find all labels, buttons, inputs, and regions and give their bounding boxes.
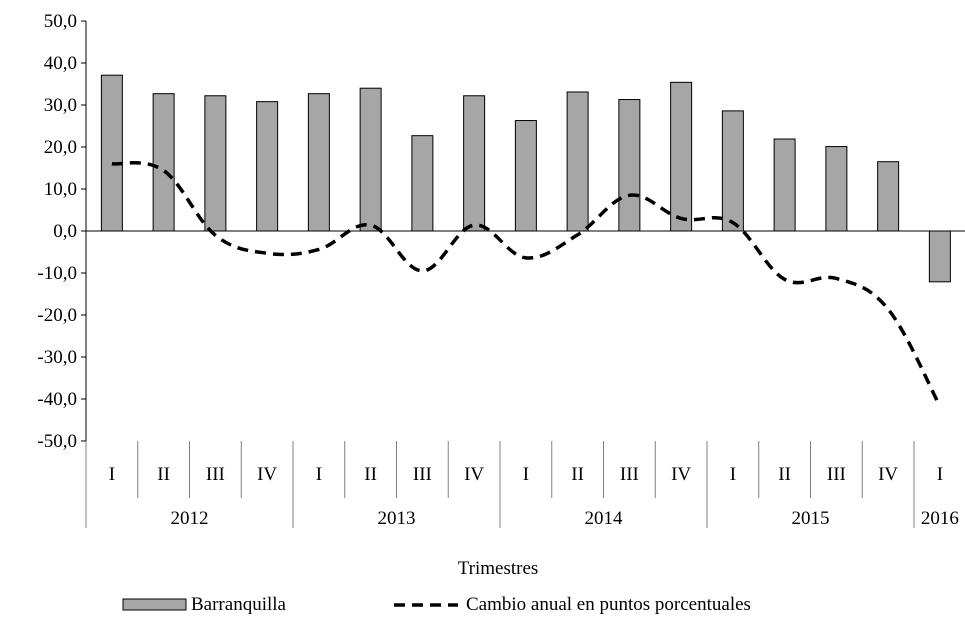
year-label: 2016	[921, 508, 959, 529]
quarter-label: III	[620, 464, 639, 485]
bar	[825, 146, 848, 232]
y-tick-label: 20,0	[44, 137, 77, 158]
quarter-label: IV	[257, 464, 277, 485]
quarter-label: I	[316, 464, 322, 485]
bar	[773, 138, 796, 232]
bar	[359, 87, 382, 232]
legend-swatch-barranquilla	[122, 598, 187, 611]
quarter-label: II	[778, 464, 791, 485]
bar	[307, 93, 330, 232]
year-label: 2013	[378, 508, 416, 529]
y-tick-label: 40,0	[44, 53, 77, 74]
y-tick-label: -50,0	[37, 431, 77, 452]
bar-series-barranquilla	[100, 74, 951, 283]
y-tick-label: -10,0	[37, 263, 77, 284]
quarter-label: I	[109, 464, 115, 485]
bar	[256, 101, 279, 232]
bar	[928, 230, 951, 283]
legend-label-cambio-anual: Cambio anual en puntos porcentuales	[466, 594, 751, 615]
quarter-label: II	[571, 464, 584, 485]
quarter-label: I	[730, 464, 736, 485]
bar	[204, 95, 227, 232]
y-tick-label: -40,0	[37, 389, 77, 410]
bar	[152, 93, 175, 232]
quarter-label: I	[937, 464, 943, 485]
line-series-cambio-anual	[111, 161, 942, 407]
bar	[100, 74, 123, 232]
quarter-label: II	[157, 464, 170, 485]
bar	[618, 99, 641, 232]
y-tick-label: 30,0	[44, 95, 77, 116]
quarter-label: II	[364, 464, 377, 485]
bar	[670, 81, 693, 232]
quarter-label: III	[827, 464, 846, 485]
quarter-label: III	[206, 464, 225, 485]
legend-label-barranquilla: Barranquilla	[191, 594, 287, 615]
quarter-label: III	[413, 464, 432, 485]
y-tick-label: -20,0	[37, 305, 77, 326]
bar	[463, 95, 486, 232]
bar	[411, 135, 434, 232]
year-label: 2015	[792, 508, 830, 529]
y-tick-label: 50,0	[44, 11, 77, 32]
line-path	[111, 161, 942, 407]
legend: Barranquilla Cambio anual en puntos porce…	[122, 594, 751, 615]
y-tick-label: 10,0	[44, 179, 77, 200]
y-tick-label: 0,0	[53, 221, 77, 242]
year-label: 2012	[171, 508, 209, 529]
y-tick-label: -30,0	[37, 347, 77, 368]
bar	[877, 161, 900, 232]
bar	[566, 91, 589, 232]
y-axis: 50,0 40,0 30,0 20,0 10,0 0,0 -10,0 -20,0 -30,0 -4…	[37, 11, 87, 452]
quarter-label: IV	[671, 464, 691, 485]
x-axis-title: Trimestres	[458, 558, 539, 579]
year-label: 2014	[585, 508, 624, 529]
quarter-label: IV	[464, 464, 484, 485]
bar	[721, 110, 744, 232]
quarter-label: I	[523, 464, 529, 485]
quarter-label: IV	[878, 464, 898, 485]
bar	[514, 120, 537, 232]
